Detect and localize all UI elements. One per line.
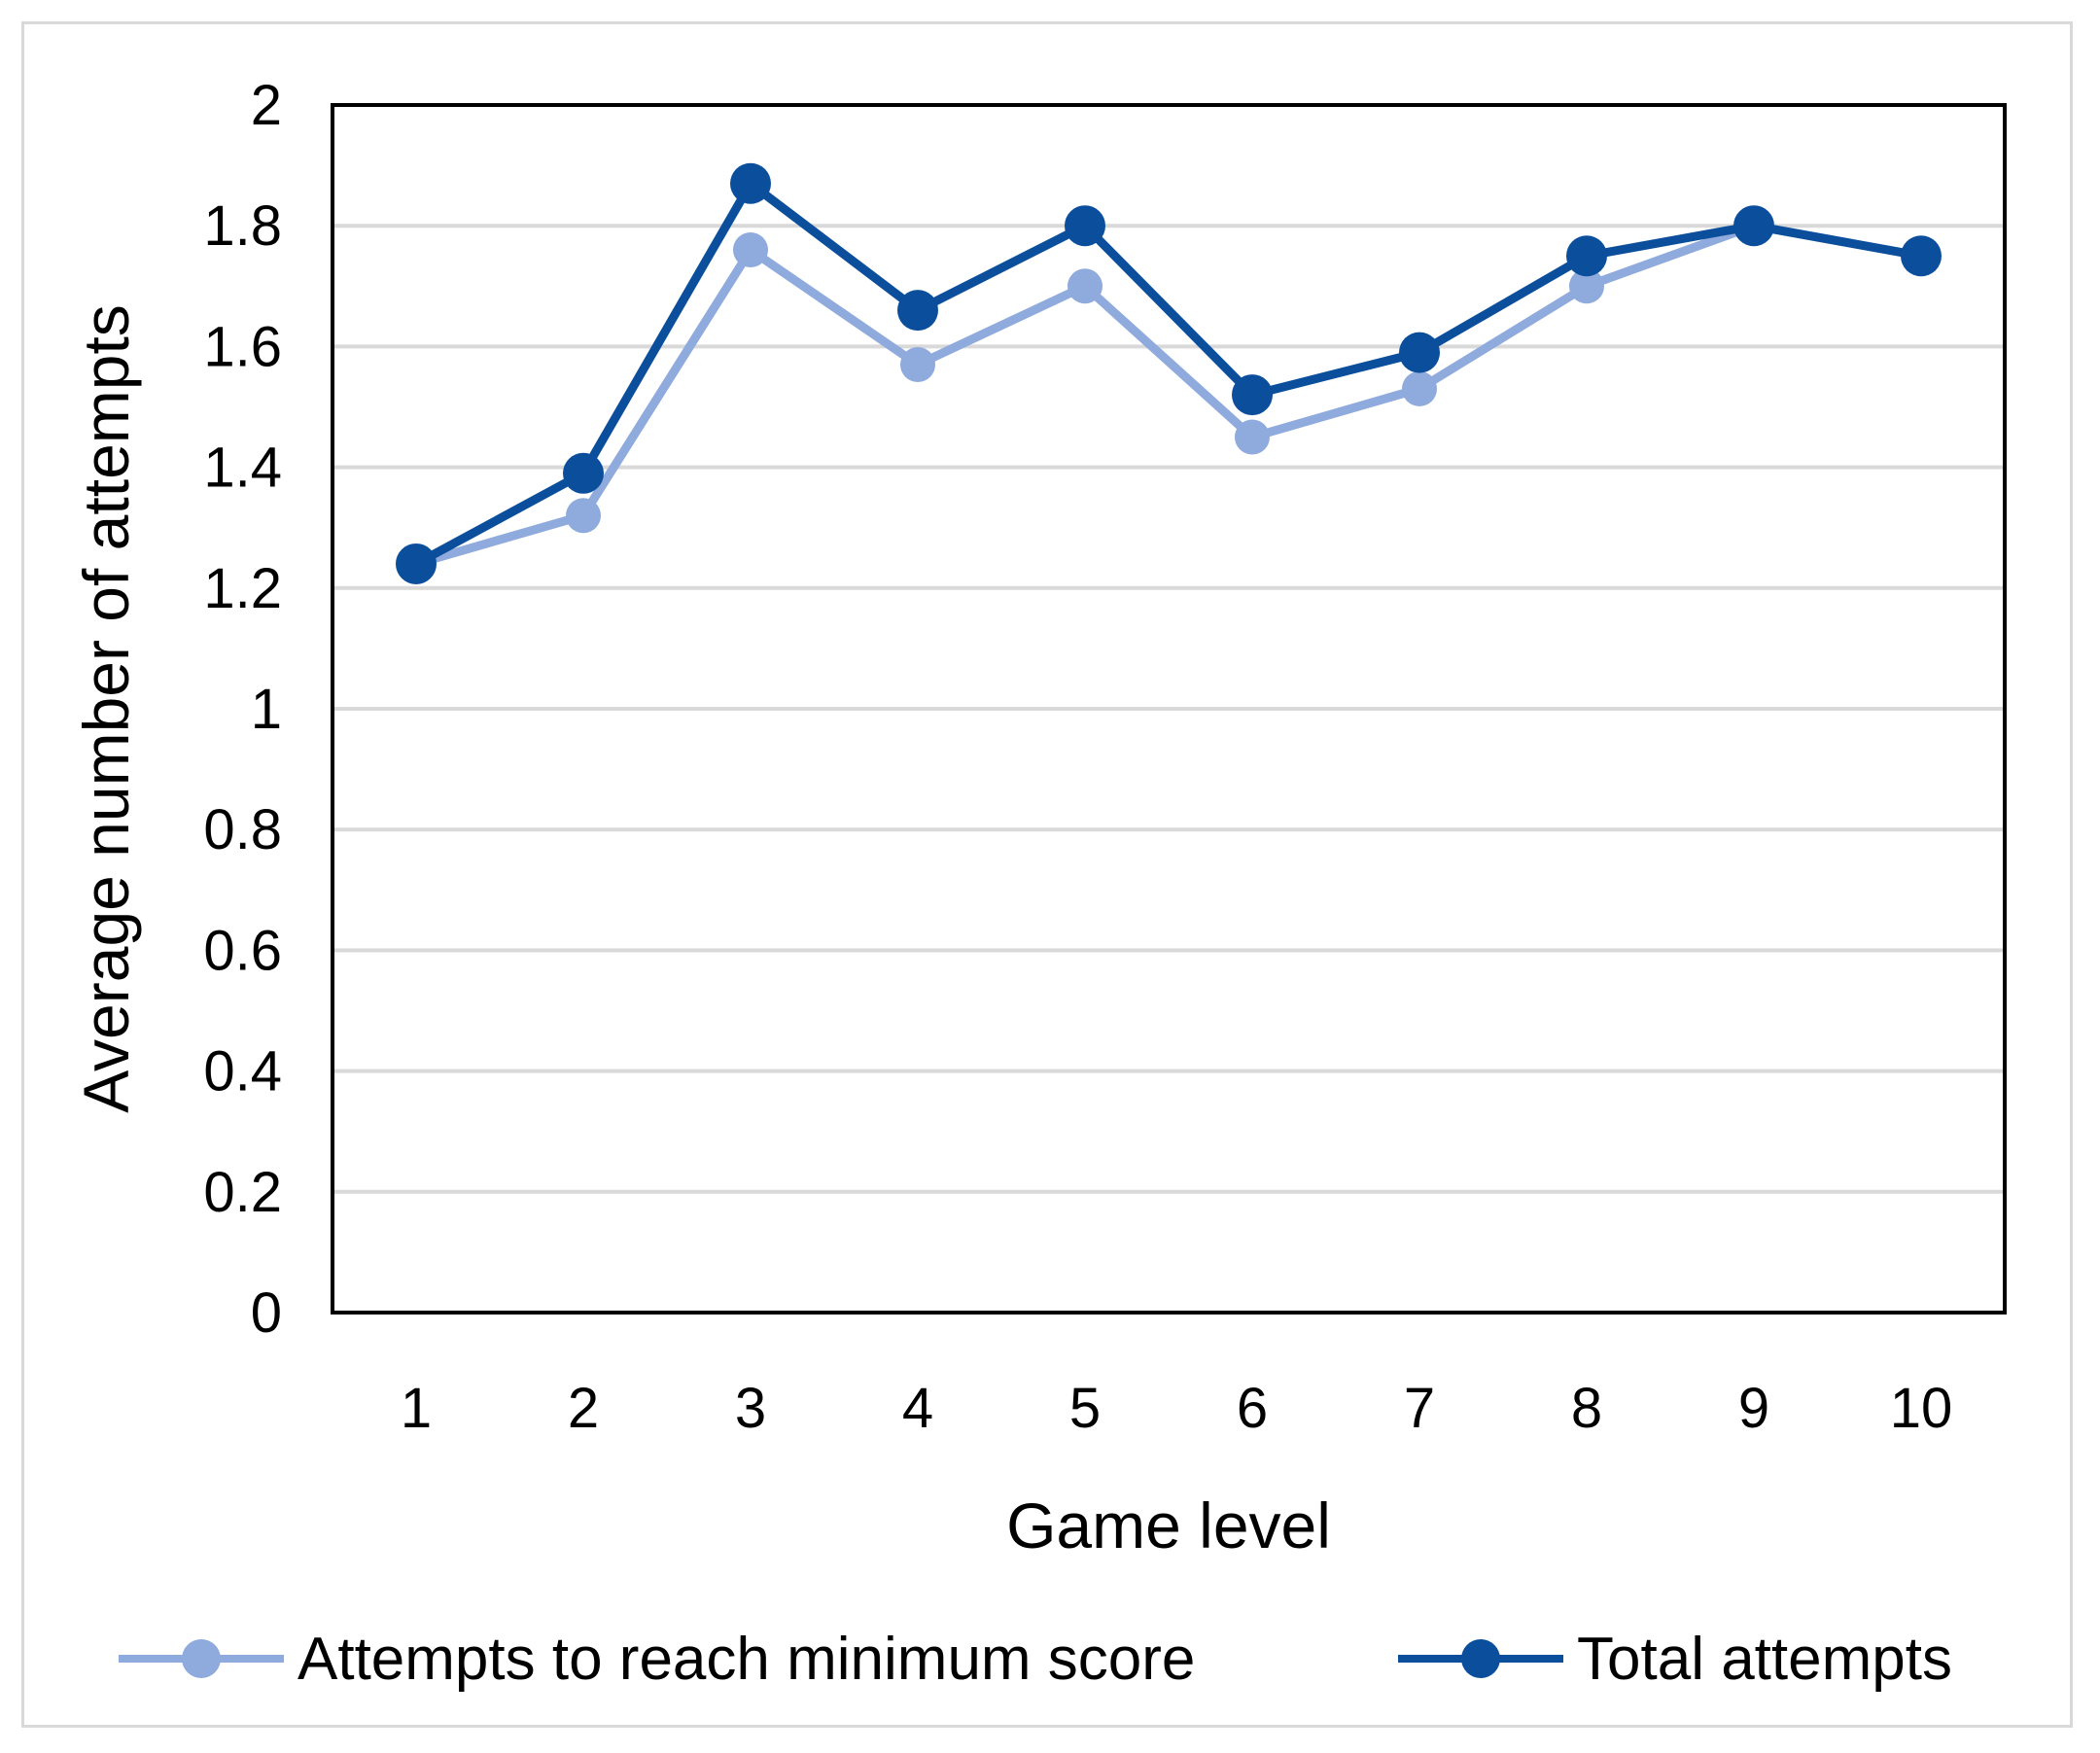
data-point (563, 452, 604, 494)
y-tick-label: 0 (251, 1281, 282, 1345)
data-point (1399, 332, 1440, 373)
y-tick-label: 0.8 (203, 798, 282, 861)
series-total-attempts (396, 162, 1942, 584)
y-tick-label: 1 (251, 678, 282, 741)
y-tick-label: 0.2 (203, 1161, 282, 1224)
x-tick-label: 7 (1404, 1377, 1435, 1440)
data-point (1232, 374, 1273, 416)
data-point (1733, 205, 1774, 247)
data-point (1065, 205, 1105, 247)
chart-frame (21, 21, 2073, 1728)
x-axis-title: Game level (1006, 1490, 1331, 1561)
y-axis-ticks: 0 0.2 0.4 0.6 0.8 1 1.2 1.4 1.6 1.8 2 (203, 74, 282, 1345)
y-tick-label: 1.8 (203, 194, 282, 258)
x-tick-label: 9 (1738, 1377, 1769, 1440)
x-tick-label: 3 (735, 1377, 766, 1440)
data-point (733, 232, 768, 268)
x-tick-label: 10 (1890, 1377, 1953, 1440)
series-layer (396, 162, 1942, 584)
data-point (730, 162, 771, 204)
legend: Attempts to reach minimum score Total at… (119, 1626, 1952, 1693)
data-point (566, 498, 601, 534)
x-tick-label: 2 (568, 1377, 599, 1440)
data-point (1901, 235, 1942, 277)
data-point (1068, 268, 1102, 304)
y-tick-label: 0.6 (203, 919, 282, 982)
legend-label: Attempts to reach minimum score (298, 1626, 1195, 1693)
y-tick-label: 2 (251, 74, 282, 137)
data-point (900, 347, 935, 383)
y-tick-label: 1.4 (203, 437, 282, 500)
data-point (1402, 370, 1437, 406)
y-tick-label: 1.6 (203, 315, 282, 378)
legend-swatch-marker (182, 1639, 221, 1678)
plot-area-border (331, 103, 2007, 1315)
gridlines (332, 224, 2005, 1194)
x-tick-label: 6 (1237, 1377, 1268, 1440)
series-line (413, 179, 1922, 568)
x-tick-label: 4 (902, 1377, 933, 1440)
series-line (414, 221, 1922, 569)
data-point (1569, 268, 1604, 304)
y-tick-label: 0.4 (203, 1040, 282, 1104)
x-tick-label: 1 (401, 1377, 432, 1440)
legend-item-total-attempts: Total attempts (1398, 1626, 1952, 1693)
data-point (396, 543, 437, 584)
x-tick-label: 8 (1571, 1377, 1602, 1440)
y-tick-label: 1.2 (203, 557, 282, 620)
x-tick-label: 5 (1069, 1377, 1101, 1440)
legend-swatch-marker (1461, 1639, 1500, 1678)
data-point (897, 290, 938, 332)
data-point (1235, 419, 1270, 455)
data-point (1566, 235, 1607, 277)
legend-label: Total attempts (1577, 1626, 1952, 1693)
y-axis-title: Average number of attempts (70, 304, 142, 1113)
x-axis-ticks: 1 2 3 4 5 6 7 8 9 10 (401, 1377, 1952, 1440)
legend-item-attempts-min-score: Attempts to reach minimum score (119, 1626, 1195, 1693)
